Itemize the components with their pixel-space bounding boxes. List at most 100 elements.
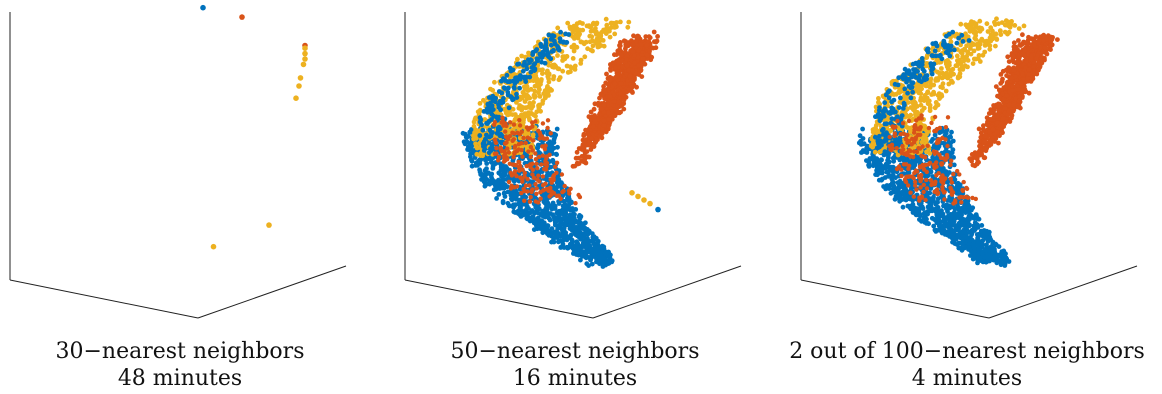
data-point xyxy=(492,151,498,156)
data-point xyxy=(507,161,512,166)
data-point xyxy=(879,127,885,133)
data-point xyxy=(474,151,480,157)
data-point xyxy=(489,111,495,117)
data-point xyxy=(550,48,556,54)
data-point xyxy=(302,45,308,51)
data-point xyxy=(527,210,533,216)
data-point xyxy=(509,95,515,101)
data-point xyxy=(909,80,914,86)
data-point xyxy=(556,193,561,198)
data-point xyxy=(535,210,541,216)
data-point xyxy=(528,154,533,160)
data-point xyxy=(509,173,515,178)
data-point xyxy=(973,33,979,38)
data-point xyxy=(549,226,555,232)
data-point xyxy=(948,212,954,217)
data-point xyxy=(611,99,617,104)
data-point xyxy=(616,104,622,109)
data-point xyxy=(555,53,560,58)
data-point xyxy=(544,154,549,159)
data-point xyxy=(571,48,577,54)
data-point xyxy=(545,118,551,123)
data-point xyxy=(932,48,938,54)
data-point xyxy=(567,212,573,218)
data-point xyxy=(988,255,994,260)
data-point xyxy=(574,149,580,155)
data-point xyxy=(542,90,548,96)
data-point xyxy=(573,228,579,234)
data-point xyxy=(607,77,613,83)
data-point xyxy=(588,246,594,252)
data-point xyxy=(519,190,524,196)
data-point xyxy=(980,52,986,58)
data-point xyxy=(539,77,544,82)
data-point xyxy=(573,155,579,161)
data-point xyxy=(555,226,561,232)
data-point xyxy=(494,196,499,201)
data-point xyxy=(917,217,922,222)
scatter-points xyxy=(460,16,661,269)
data-point xyxy=(537,104,542,110)
data-point xyxy=(481,148,487,153)
data-point xyxy=(870,163,876,169)
data-point xyxy=(586,23,592,29)
data-point xyxy=(508,192,514,198)
data-point xyxy=(583,127,588,133)
data-point xyxy=(556,45,561,51)
data-point xyxy=(534,47,540,52)
data-point xyxy=(888,164,894,170)
data-point xyxy=(583,243,589,248)
data-point xyxy=(473,163,479,168)
data-point xyxy=(1005,19,1011,25)
data-point xyxy=(933,100,939,105)
data-point xyxy=(489,103,495,109)
data-point xyxy=(938,92,944,97)
data-point xyxy=(590,43,596,49)
data-point xyxy=(552,230,557,235)
data-point xyxy=(928,169,934,175)
data-point xyxy=(490,87,496,93)
data-point xyxy=(976,246,982,252)
data-point xyxy=(511,205,516,210)
data-point xyxy=(526,206,531,211)
data-point xyxy=(896,139,902,144)
data-point xyxy=(573,218,579,224)
data-point xyxy=(538,132,543,137)
data-point xyxy=(599,131,605,136)
data-point xyxy=(524,96,530,101)
data-point xyxy=(601,102,607,108)
data-point xyxy=(877,133,882,139)
data-point xyxy=(537,87,542,92)
data-point xyxy=(488,146,493,152)
data-point xyxy=(554,160,560,165)
data-point xyxy=(500,115,505,121)
data-point xyxy=(565,20,571,26)
data-point xyxy=(915,208,920,214)
data-point xyxy=(496,170,502,176)
data-point xyxy=(917,73,923,78)
data-point xyxy=(626,19,632,25)
data-point xyxy=(543,162,548,167)
data-point xyxy=(975,252,981,257)
data-point xyxy=(921,211,927,216)
data-point xyxy=(503,110,509,116)
data-point xyxy=(540,67,545,73)
data-point xyxy=(890,180,896,185)
data-point xyxy=(539,162,544,167)
data-point xyxy=(595,238,601,244)
data-point xyxy=(942,232,948,237)
data-point xyxy=(970,61,976,66)
data-point xyxy=(903,113,909,119)
data-point xyxy=(500,99,506,105)
data-point xyxy=(502,141,508,146)
data-point xyxy=(651,29,657,35)
data-point xyxy=(524,153,529,159)
data-point xyxy=(616,99,622,105)
data-point xyxy=(541,199,547,205)
data-point xyxy=(492,137,498,142)
data-point xyxy=(908,105,914,110)
data-point xyxy=(508,120,513,125)
data-point xyxy=(578,39,584,45)
data-point xyxy=(964,43,969,49)
data-point xyxy=(876,96,881,101)
